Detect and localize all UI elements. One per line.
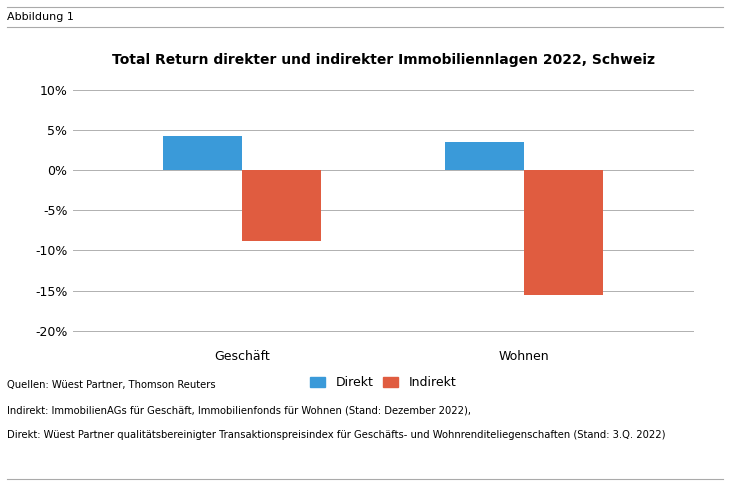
Text: Direkt: Wüest Partner qualitätsbereinigter Transaktionspreisindex für Geschäfts-: Direkt: Wüest Partner qualitätsbereinigt… bbox=[7, 430, 666, 440]
Legend: Direkt, Indirekt: Direkt, Indirekt bbox=[310, 377, 456, 390]
Bar bbox=[242, 170, 321, 241]
Text: Indirekt: ImmobilienAGs für Geschäft, Immobilienfonds für Wohnen (Stand: Dezembe: Indirekt: ImmobilienAGs für Geschäft, Im… bbox=[7, 405, 472, 415]
Bar bbox=[445, 142, 524, 170]
Text: Quellen: Wüest Partner, Thomson Reuters: Quellen: Wüest Partner, Thomson Reuters bbox=[7, 380, 216, 390]
Title: Total Return direkter und indirekter Immobiliennlagen 2022, Schweiz: Total Return direkter und indirekter Imm… bbox=[112, 53, 655, 67]
Bar bbox=[524, 170, 603, 295]
Bar bbox=[164, 136, 242, 170]
Text: Abbildung 1: Abbildung 1 bbox=[7, 12, 74, 22]
